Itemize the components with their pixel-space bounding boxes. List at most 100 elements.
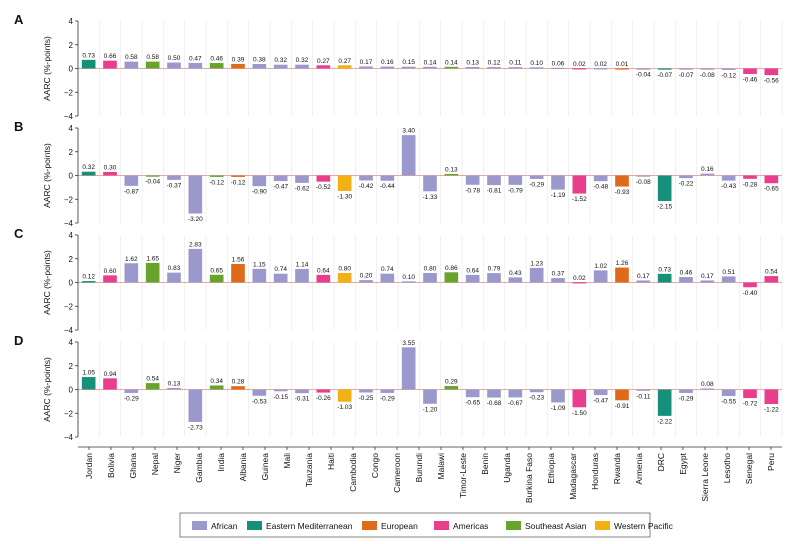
legend-label: African	[211, 521, 238, 531]
bar	[423, 273, 437, 283]
data-label: 0.51	[722, 269, 735, 276]
data-label: -1.52	[572, 196, 587, 203]
data-label: 0.02	[594, 61, 607, 68]
category-label: Mali	[282, 453, 292, 469]
bar	[487, 175, 501, 186]
data-label: 1.02	[594, 263, 607, 270]
data-label: 0.54	[146, 376, 159, 383]
data-label: 0.50	[168, 55, 181, 62]
bar	[487, 67, 501, 69]
bar	[273, 175, 288, 182]
bar	[401, 347, 416, 390]
bar	[721, 389, 736, 397]
legend-swatch	[434, 521, 449, 530]
legend-swatch	[506, 521, 521, 530]
panel-letter: C	[14, 226, 24, 241]
bar	[273, 389, 288, 392]
bar	[337, 389, 352, 402]
data-label: -0.11	[636, 393, 651, 400]
category-label: Egypt	[678, 452, 688, 474]
data-label: 0.64	[466, 267, 479, 274]
data-label: -0.15	[273, 394, 288, 401]
category-label: Nepal	[150, 453, 160, 475]
category-label: Senegal	[744, 453, 754, 484]
bar	[679, 277, 693, 283]
data-label: 0.39	[232, 56, 245, 63]
y-tick-label: 2	[69, 41, 74, 50]
bar	[444, 66, 459, 69]
bar	[487, 273, 501, 283]
bar	[700, 68, 715, 70]
data-label: -0.40	[743, 290, 758, 297]
data-label: 0.17	[360, 59, 373, 66]
data-label: -0.29	[679, 395, 694, 402]
bar	[700, 173, 715, 176]
y-tick-label: 4	[69, 231, 74, 240]
category-label: Armenia	[634, 453, 644, 485]
panel-b: 4 2 0 −2 −4 AARC (%-points) B 0.32 0.30 -0.87 -0.0…	[14, 119, 783, 228]
data-label: -0.22	[679, 181, 694, 188]
bar	[316, 175, 331, 182]
bar	[380, 273, 395, 283]
data-label: 0.10	[402, 274, 415, 281]
bar	[551, 389, 565, 403]
category-label: Tanzania	[304, 453, 314, 487]
bar	[359, 280, 373, 283]
data-label: -2.73	[188, 424, 203, 431]
y-axis-label: AARC (%-points)	[42, 357, 52, 422]
data-label: -0.12	[721, 72, 736, 79]
data-label: 0.13	[445, 166, 458, 173]
data-label: -0.55	[721, 399, 736, 406]
category-label: Malawi	[436, 453, 446, 480]
bar	[444, 386, 459, 390]
data-label: -0.28	[743, 181, 758, 188]
data-label: 0.08	[701, 381, 714, 388]
bar	[103, 60, 117, 69]
bar	[380, 175, 395, 181]
category-label: Gambia	[194, 453, 204, 483]
data-label: 0.58	[125, 54, 138, 61]
data-label: -1.03	[337, 404, 352, 411]
data-label: 2.83	[189, 241, 202, 248]
y-tick-label: −2	[64, 409, 74, 418]
bar	[615, 175, 629, 187]
bar	[487, 389, 501, 398]
data-label: 1.15	[253, 261, 266, 268]
bar	[465, 389, 480, 398]
category-label: Sierra Leone	[700, 453, 710, 502]
data-label: 1.23	[530, 260, 543, 267]
category-label: Lesotho	[722, 453, 732, 484]
bar	[572, 68, 587, 70]
category-label: Burkina Faso	[524, 453, 534, 503]
panel-d: 4 2 0 −2 −4 AARC (%-points) D 1.05 0.94 -0.29 0.54…	[14, 333, 783, 442]
bar	[124, 175, 139, 186]
data-label: 1.14	[296, 261, 309, 268]
data-label: -0.91	[615, 403, 630, 410]
data-label: -0.81	[487, 188, 502, 195]
data-label: -0.42	[359, 183, 374, 190]
bar	[209, 274, 224, 283]
data-label: -0.56	[764, 78, 779, 85]
bar	[145, 383, 160, 390]
data-label: -3.20	[188, 216, 203, 223]
y-tick-label: 4	[69, 17, 74, 26]
data-label: 0.64	[317, 267, 330, 274]
bar	[209, 385, 224, 390]
bar	[103, 378, 117, 390]
bar	[81, 377, 96, 390]
bar	[167, 62, 181, 69]
data-label: -0.26	[316, 395, 331, 402]
bar	[124, 61, 139, 69]
bar	[231, 263, 245, 283]
bar	[252, 175, 267, 187]
data-label: -0.29	[529, 181, 544, 188]
bar	[615, 389, 629, 401]
data-label: 0.32	[82, 164, 95, 171]
bar	[743, 175, 757, 179]
data-label: -0.07	[657, 72, 672, 79]
legend-label: Eastern Mediterranean	[266, 521, 353, 531]
panel-letter: B	[14, 119, 23, 134]
data-label: 0.43	[509, 270, 522, 277]
bar	[145, 175, 160, 177]
data-label: 0.47	[189, 55, 202, 62]
